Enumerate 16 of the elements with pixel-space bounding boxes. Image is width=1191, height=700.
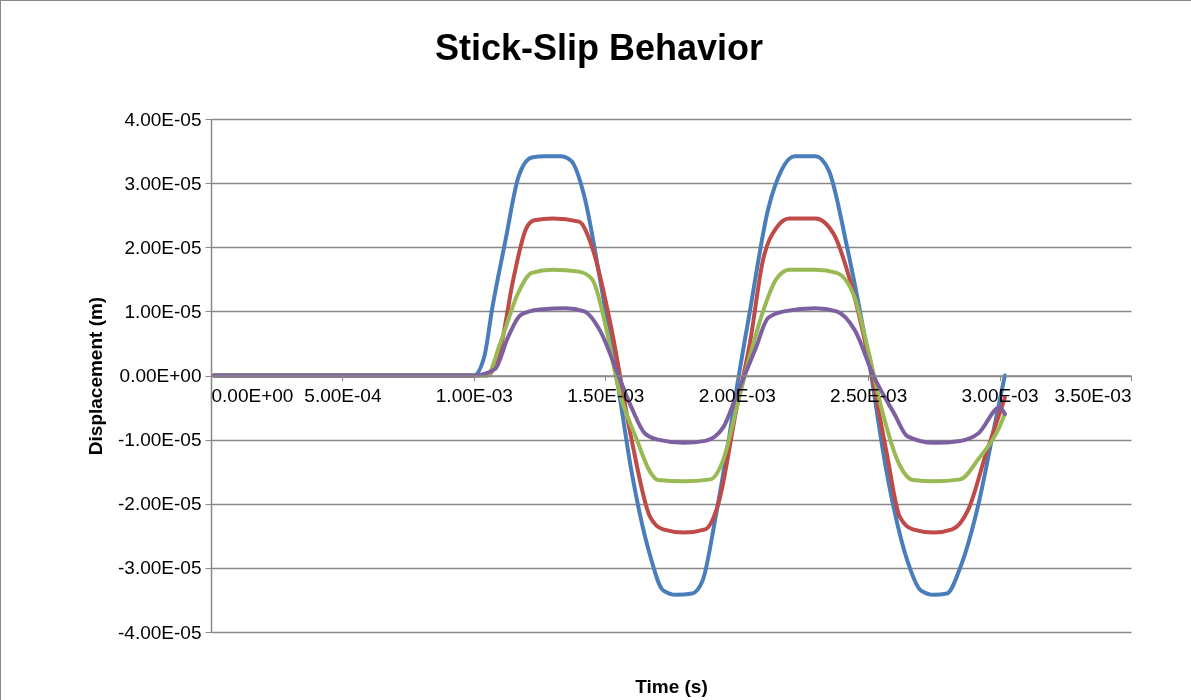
x-tick-label: 0.00E+00 [211,385,294,406]
chart-title: Stick-Slip Behavior [434,27,764,68]
y-tick-label: -1.00E-05 [118,429,202,451]
x-tick-label: 5.00E-04 [304,385,382,406]
y-tick-label: 0.00E+00 [119,365,202,386]
y-tick-label: 4.00E-05 [124,108,202,130]
y-axis-title: Displacement (m) [85,296,107,456]
y-tick-label: -4.00E-05 [118,621,202,643]
x-tick-label: 1.00E-03 [435,385,513,406]
y-tick-label: -2.00E-05 [118,493,202,515]
y-tick-label: 1.00E-05 [124,300,202,322]
y-tick-label: 2.00E-05 [124,236,202,258]
y-tick-label: 3.00E-05 [124,172,202,194]
x-axis-title: Time (s) [635,675,708,697]
y-tick-label: -3.00E-05 [118,557,202,579]
x-tick-label: 3.50E-03 [1054,385,1132,406]
